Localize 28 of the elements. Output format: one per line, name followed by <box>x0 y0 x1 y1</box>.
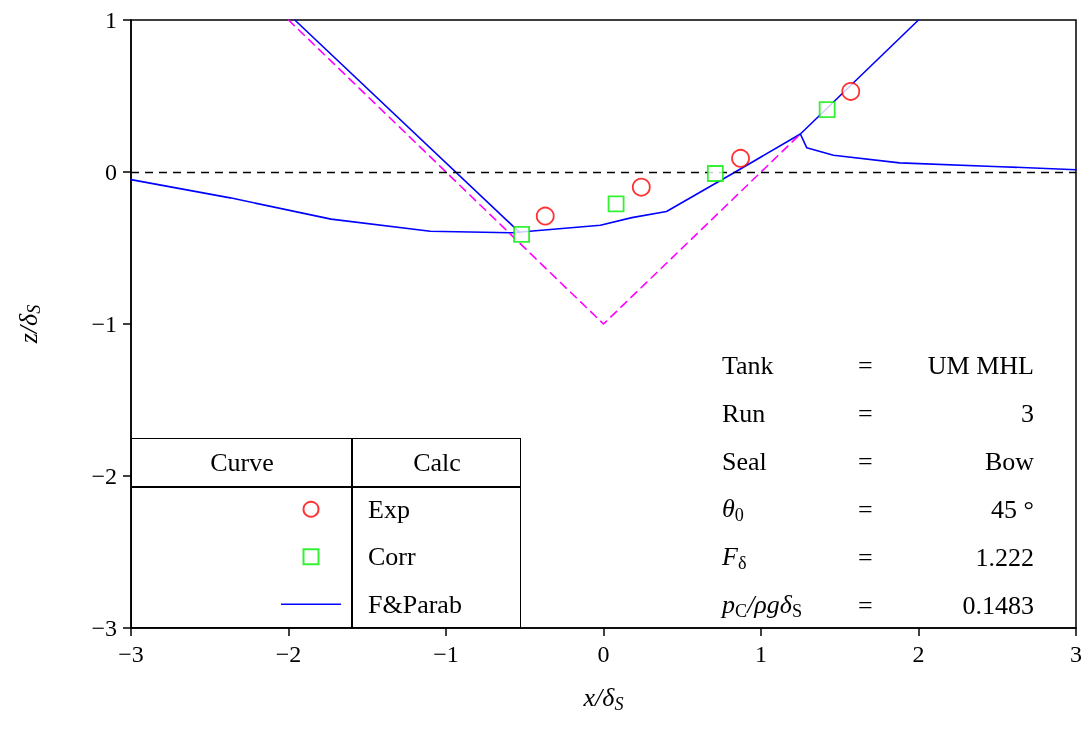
point <box>818 101 836 119</box>
legend-label: Corr <box>368 542 416 572</box>
legend-label: Exp <box>368 494 410 524</box>
point <box>513 225 530 243</box>
x-tick-label: 3 <box>1070 641 1082 667</box>
point <box>841 82 861 101</box>
x-tick-label: 1 <box>755 641 767 667</box>
legend-title: Curve <box>209 447 275 479</box>
x-tick-label: 2 <box>912 641 925 667</box>
text: Run = 3 <box>722 398 1034 428</box>
y-tick-label: 1 <box>105 7 117 33</box>
text: Tank = UM MHL <box>722 350 1034 380</box>
y-tick-label: −1 <box>91 311 117 337</box>
point <box>535 206 555 226</box>
y-tick-label: 0 <box>105 159 117 185</box>
text: Seal = Bow <box>722 446 1034 476</box>
annotation: Calc <box>412 447 462 479</box>
x-tick-label: −2 <box>275 641 302 667</box>
y-axis-title: z/δS <box>13 304 44 345</box>
point <box>731 148 750 168</box>
y-tick-label: −2 <box>91 463 117 489</box>
x-tick-label: 0 <box>597 641 610 667</box>
point <box>607 195 625 213</box>
legend-label: F&Parab <box>368 589 462 619</box>
point <box>631 177 651 197</box>
x-tick-label: −1 <box>433 641 459 667</box>
y-tick-label: −3 <box>91 615 117 641</box>
point <box>706 165 724 182</box>
